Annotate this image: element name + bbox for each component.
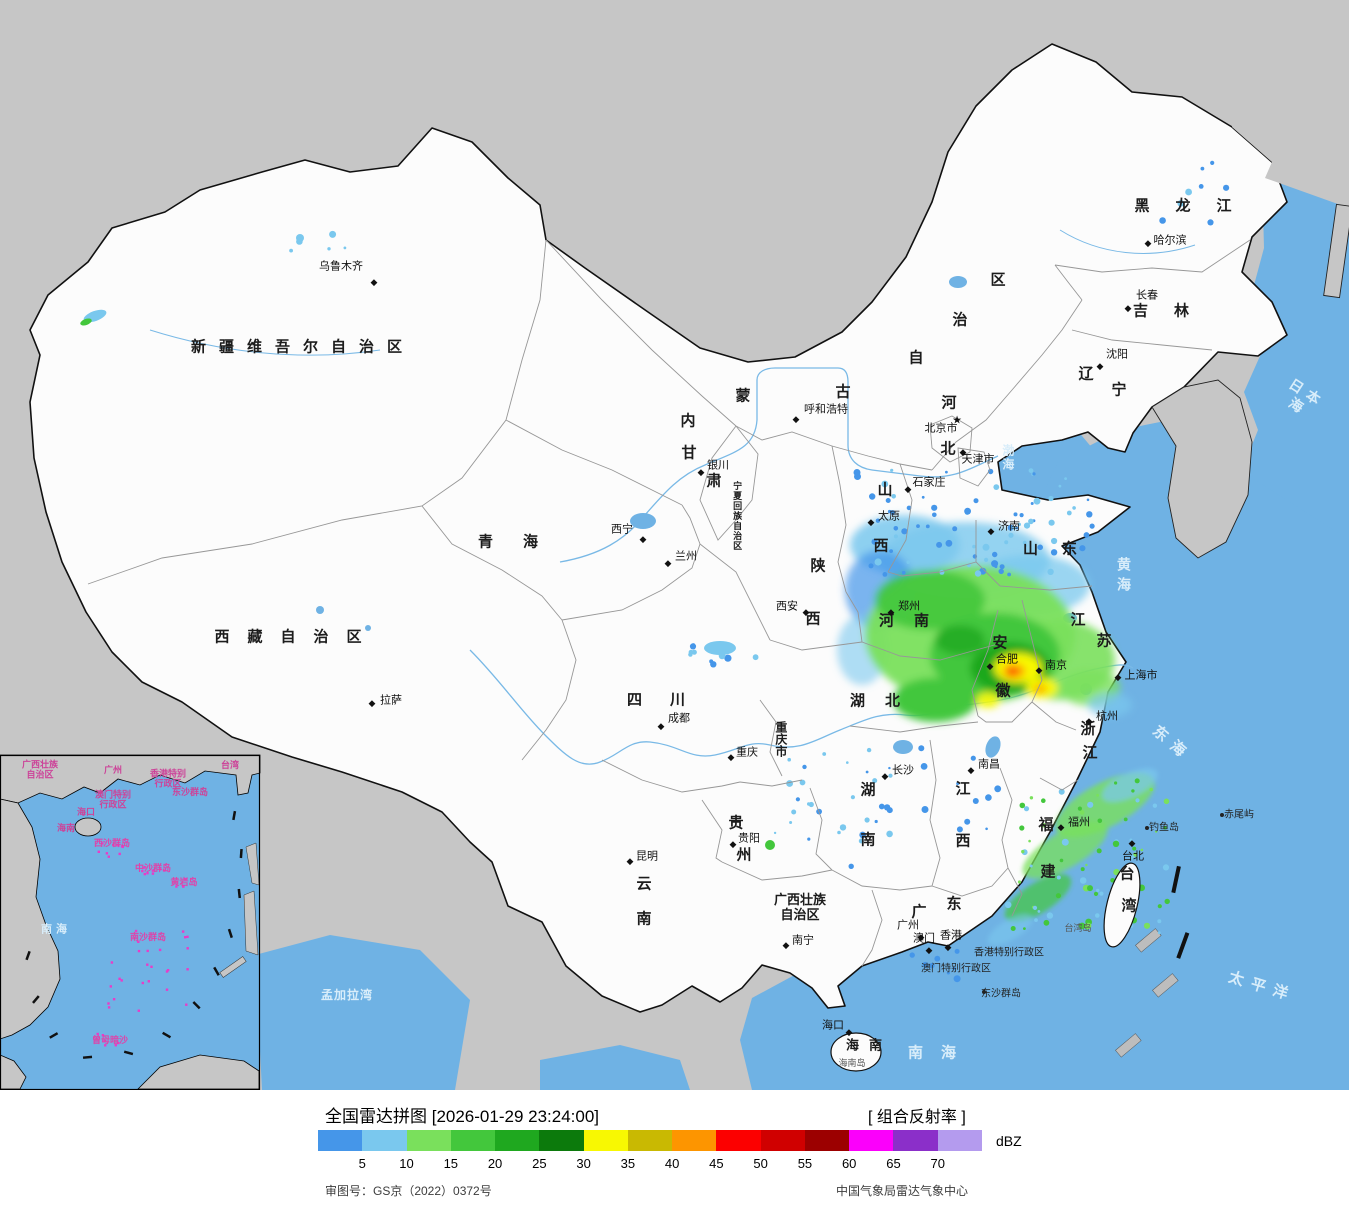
korea-peninsula <box>1151 379 1253 559</box>
legend-color-box <box>804 1130 850 1151</box>
province-borders <box>87 239 1251 967</box>
legend-ticks: 5 10 15 20 25 30 35 40 45 50 55 60 65 70 <box>318 1156 982 1172</box>
songhua-river <box>1059 229 1196 254</box>
legend-color-box <box>318 1130 363 1151</box>
legend-tick: 20 <box>487 1156 503 1171</box>
legend-title: 全国雷达拼图 [2026-01-29 23:24:00] <box>325 1107 600 1126</box>
legend-color-box <box>583 1130 628 1151</box>
china-islands <box>830 813 1224 1072</box>
qinghai-lake <box>630 513 656 529</box>
legend-color-box <box>716 1130 761 1151</box>
hulun-lake <box>949 276 967 288</box>
south-china-sea-inset <box>0 754 261 1090</box>
dongsha-islands-dot <box>982 990 986 994</box>
legend-color-box <box>627 1130 673 1151</box>
legend-color-box <box>495 1130 540 1151</box>
legend-tick: 40 <box>664 1156 680 1171</box>
legend-color-box <box>406 1130 451 1151</box>
radar-speckles <box>289 160 1230 983</box>
chiwei-islet-dot <box>1220 813 1224 817</box>
inset-hainan <box>74 817 102 837</box>
china-landmass <box>29 43 1288 1013</box>
bay-of-bengal <box>255 935 470 1090</box>
nine-dash-segment-2 <box>1176 932 1190 959</box>
legend-color-box <box>362 1130 407 1151</box>
legend-unit-label: dBZ <box>996 1133 1022 1149</box>
inset-frame <box>0 754 261 1090</box>
taiwan-island <box>1103 862 1141 948</box>
inset-malay <box>0 1054 27 1090</box>
inset-indochina <box>0 798 61 1040</box>
sea-of-japan <box>1242 172 1349 558</box>
legend-tick: 15 <box>443 1156 459 1171</box>
legend-color-box <box>450 1130 496 1151</box>
inset-island-speckles <box>96 842 189 1047</box>
sakhalin-strip <box>1323 203 1349 299</box>
inset-coast-land <box>0 754 261 804</box>
legend-color-box <box>760 1130 805 1151</box>
legend-tick: 10 <box>399 1156 414 1171</box>
hainan-island <box>830 1032 882 1072</box>
russia-corner <box>1232 55 1349 208</box>
legend-tick: 45 <box>709 1156 724 1171</box>
inset-philippines-2 <box>243 890 259 956</box>
legend-tick: 55 <box>797 1156 813 1171</box>
ryukyu-island-3 <box>1115 1033 1142 1058</box>
legend-tick: 70 <box>930 1156 945 1171</box>
dongting-lake <box>893 740 913 754</box>
legend-product-label: [ 组合反射率 ] <box>868 1109 966 1126</box>
legend-tick: 5 <box>358 1156 366 1171</box>
legend-colorbar <box>318 1130 982 1151</box>
gulf-of-tonkin <box>740 972 848 1090</box>
legend-color-box <box>937 1130 982 1151</box>
inset-palawan <box>219 956 247 978</box>
diaoyu-island-dot <box>1145 826 1149 830</box>
map-approval-number: 审图号：GS京（2022）0372号 <box>325 1184 492 1198</box>
data-source-label: 中国气象局雷达气象中心 <box>836 1184 969 1198</box>
tarim-river <box>149 329 381 356</box>
legend-color-box <box>672 1130 717 1151</box>
legend-color-box <box>849 1130 894 1151</box>
foreign-land <box>1115 55 1349 1058</box>
ryukyu-island-2 <box>1152 973 1179 998</box>
legend-color-box <box>893 1130 938 1151</box>
legend-tick: 30 <box>576 1156 591 1171</box>
legend-tick: 50 <box>753 1156 768 1171</box>
legend-tick: 25 <box>532 1156 547 1171</box>
map-area: 黑龙江 吉林辽宁内蒙古自治区新疆维吾尔自治区甘肃宁夏回族自治区 青海 西藏自治区陕西山… <box>0 0 1349 1090</box>
poyang-lake <box>985 736 1001 758</box>
legend-panel: 全国雷达拼图 [2026-01-29 23:24:00] [ 组合反射率 ] d… <box>0 1090 1349 1208</box>
radar-echo-southeast <box>987 768 1158 946</box>
legend-color-box <box>539 1130 584 1151</box>
inset-nine-dash-line <box>25 810 243 1059</box>
china-radar-map <box>0 0 1349 1090</box>
radar-echo-main <box>837 515 1132 722</box>
legend-tick: 60 <box>841 1156 857 1171</box>
legend-tick: 35 <box>620 1156 636 1171</box>
legend-tick: 65 <box>886 1156 901 1171</box>
gulf-of-thailand <box>540 1045 690 1090</box>
nine-dash-segment-1 <box>1171 865 1181 894</box>
